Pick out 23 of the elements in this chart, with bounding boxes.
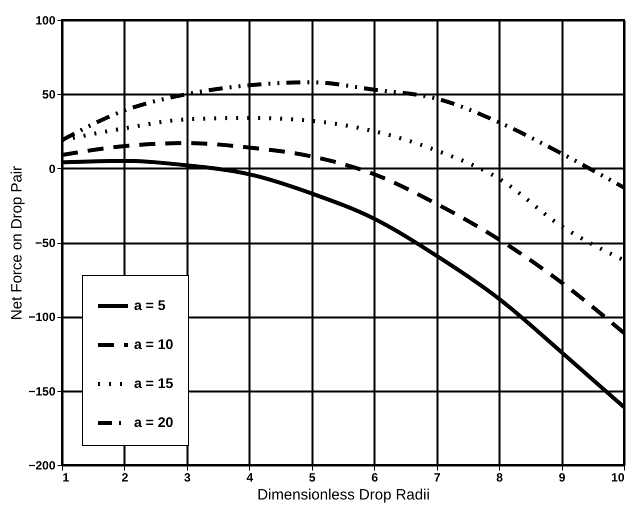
x-tick-label: 8 bbox=[496, 470, 504, 484]
x-tick-label: 3 bbox=[184, 470, 192, 484]
x-tick-label: 2 bbox=[122, 470, 129, 484]
legend-label: a = 10 bbox=[134, 336, 174, 352]
x-tick-label: 9 bbox=[558, 470, 566, 484]
y-axis-title: Net Force on Drop Pair bbox=[8, 166, 26, 320]
legend-label: a = 20 bbox=[134, 414, 174, 430]
x-axis-title: Dimensionless Drop Radii bbox=[257, 486, 430, 504]
x-tick-label: 6 bbox=[371, 470, 378, 484]
x-tick-label: 1 bbox=[62, 470, 70, 484]
y-tick-label: −50 bbox=[35, 236, 56, 250]
x-tick-label: 5 bbox=[308, 470, 316, 484]
y-tick-label: −200 bbox=[28, 458, 56, 472]
y-tick-label: 50 bbox=[42, 88, 56, 102]
y-tick-label: −100 bbox=[28, 310, 56, 324]
x-tick-label: 7 bbox=[434, 470, 441, 484]
y-tick-label: 0 bbox=[48, 162, 56, 176]
x-tick-label: 4 bbox=[246, 470, 254, 484]
legend-label: a = 5 bbox=[134, 297, 166, 313]
y-tick-label: −150 bbox=[28, 384, 56, 398]
x-tick-label: 10 bbox=[611, 470, 625, 484]
legend-label: a = 15 bbox=[134, 375, 174, 391]
y-tick-label: 100 bbox=[35, 14, 56, 28]
